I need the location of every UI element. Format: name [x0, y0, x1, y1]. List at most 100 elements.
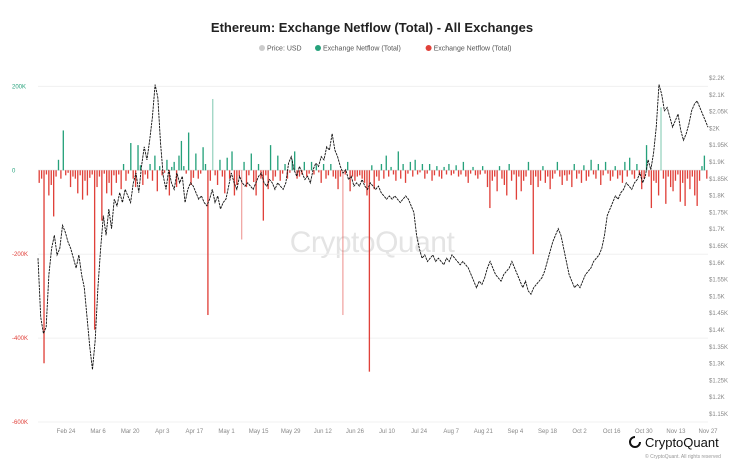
netflow-bar-50 — [159, 166, 161, 171]
netflow-bar-271 — [691, 170, 693, 177]
netflow-bar-264 — [674, 170, 677, 181]
netflow-bar-220 — [568, 170, 571, 175]
netflow-bar-198 — [515, 170, 518, 200]
netflow-bar-269 — [686, 170, 689, 179]
netflow-bar-209 — [542, 166, 544, 171]
netflow-bar-221 — [571, 170, 573, 188]
netflow-bar-5 — [50, 170, 52, 185]
netflow-bar-130 — [351, 170, 354, 177]
netflow-bar-227 — [585, 170, 587, 181]
netflow-bar-114 — [313, 170, 315, 175]
netflow-bar-147 — [392, 170, 395, 175]
legend-label-0: Price: USD — [267, 46, 302, 53]
netflow-bar-124 — [337, 170, 339, 190]
netflow-bar-36 — [125, 170, 127, 181]
netflow-bar-112 — [308, 170, 310, 174]
netflow-bar-143 — [383, 170, 385, 179]
netflow-bar-0 — [38, 170, 40, 183]
netflow-bar-110 — [303, 161, 305, 171]
right-tick-label-8: $1.75K — [709, 210, 728, 216]
netflow-bar-72 — [212, 98, 214, 171]
netflow-bar-15 — [74, 170, 77, 179]
netflow-bar-88 — [250, 153, 252, 171]
right-tick-label-10: $1.65K — [709, 244, 728, 250]
netflow-bar-168 — [443, 166, 445, 171]
right-tick-label-12: $1.55K — [709, 278, 728, 284]
netflow-bar-62 — [187, 132, 190, 171]
netflow-bar-133 — [359, 170, 361, 176]
netflow-bar-184 — [482, 166, 484, 171]
right-tick-label-4: $1.95K — [709, 143, 728, 149]
netflow-bar-159 — [421, 164, 424, 171]
netflow-bar-34 — [120, 170, 122, 190]
netflow-bar-260 — [665, 170, 667, 204]
netflow-bar-48 — [154, 155, 156, 171]
netflow-bar-245 — [629, 157, 631, 171]
netflow-bar-52 — [163, 170, 166, 173]
netflow-bar-3 — [45, 170, 48, 175]
netflow-bar-273 — [696, 170, 698, 206]
netflow-bar-188 — [491, 170, 493, 181]
netflow-bar-41 — [137, 145, 139, 171]
x-tick-label-16: Oct 2 — [572, 429, 587, 435]
netflow-bar-254 — [650, 170, 653, 209]
netflow-bar-172 — [453, 170, 455, 174]
chart-legend: Price: USD Exchange Netflow (Total) Exchan… — [259, 45, 511, 53]
netflow-bar-45 — [147, 170, 149, 179]
netflow-bar-91 — [257, 164, 260, 171]
netflow-bar-32 — [115, 170, 117, 183]
netflow-bar-33 — [118, 170, 120, 175]
netflow-bar-83 — [238, 170, 240, 177]
netflow-bar-113 — [310, 161, 313, 171]
netflow-bar-268 — [684, 170, 686, 206]
netflow-bar-237 — [609, 170, 612, 181]
netflow-bar-37 — [127, 170, 130, 174]
netflow-bar-109 — [301, 170, 303, 175]
netflow-bar-236 — [607, 170, 609, 174]
x-tick-label-11: Jul 24 — [411, 429, 428, 435]
netflow-bar-58 — [178, 155, 180, 171]
x-tick-label-0: Feb 24 — [57, 429, 76, 435]
netflow-bar-27 — [103, 170, 105, 174]
netflow-bar-162 — [428, 164, 431, 171]
legend-marker-1 — [315, 45, 321, 51]
netflow-bar-28 — [106, 170, 108, 194]
netflow-bar-118 — [322, 164, 325, 171]
x-tick-label-17: Oct 16 — [603, 429, 621, 435]
netflow-bar-2 — [43, 170, 45, 364]
netflow-bar-61 — [185, 170, 187, 174]
netflow-bar-1 — [40, 170, 43, 179]
right-tick-label-18: $1.25K — [709, 378, 728, 384]
netflow-bar-193 — [503, 170, 506, 185]
netflow-bar-208 — [539, 170, 542, 181]
netflow-bar-105 — [291, 159, 293, 171]
netflow-bar-49 — [156, 170, 158, 192]
left-tick-label-1: 0 — [12, 168, 16, 174]
x-tick-label-2: Mar 20 — [121, 429, 140, 435]
netflow-bar-216 — [559, 170, 561, 177]
netflow-bar-39 — [132, 170, 134, 179]
netflow-bar-106 — [294, 151, 296, 171]
right-tick-label-17: $1.3K — [709, 362, 725, 368]
netflow-bars — [38, 98, 708, 372]
netflow-bar-31 — [113, 170, 115, 176]
netflow-bar-55 — [171, 166, 173, 171]
netflow-bar-181 — [474, 170, 477, 176]
netflow-bar-136 — [366, 170, 368, 196]
right-tick-label-9: $1.7K — [709, 227, 725, 233]
netflow-bar-122 — [332, 170, 334, 177]
right-tick-label-6: $1.85K — [709, 177, 728, 183]
netflow-bar-146 — [390, 166, 392, 171]
netflow-bar-134 — [361, 170, 363, 179]
netflow-bar-40 — [134, 170, 137, 188]
netflow-bar-239 — [614, 166, 616, 171]
netflow-bar-158 — [419, 170, 421, 173]
netflow-bar-190 — [496, 170, 498, 192]
netflow-bar-59 — [180, 140, 183, 171]
netflow-bar-54 — [168, 170, 171, 196]
netflow-bar-97 — [272, 170, 274, 181]
netflow-bar-266 — [679, 170, 681, 202]
netflow-bar-275 — [701, 166, 703, 171]
x-tick-label-12: Aug 7 — [443, 429, 459, 435]
